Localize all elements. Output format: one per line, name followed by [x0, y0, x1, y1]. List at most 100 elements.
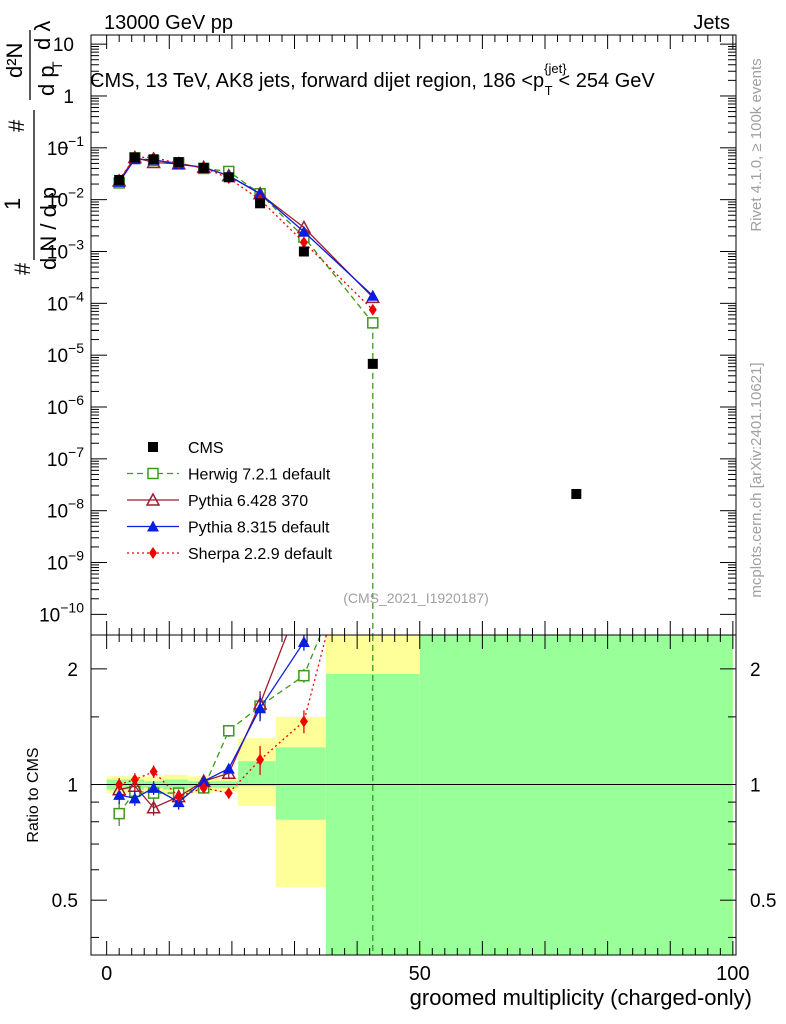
ratio-point-herwig [298, 669, 310, 682]
svg-text:d²N: d²N [2, 43, 27, 78]
ratio-point-pythia6 [146, 800, 161, 814]
data-point-cms [571, 488, 582, 499]
main-plot-marks [111, 149, 582, 635]
header-right: Jets [693, 12, 730, 34]
ratio-y-tick-label-right: 1 [750, 776, 761, 797]
ratio-y-tick-label: 2 [67, 660, 78, 681]
svg-text:d N / d p: d N / d p [36, 187, 61, 270]
ratio-panel: 0.5 0.5 1 1 2 2 0 50 100 [52, 634, 776, 985]
data-point-cms [198, 162, 209, 173]
data-point-sherpa [368, 303, 377, 316]
ratio-point-pythia8 [297, 635, 310, 647]
svg-text:d λ: d λ [30, 21, 55, 50]
plot-title-superscript: {jet} [544, 61, 567, 76]
ratio-plot-frame [90, 634, 737, 956]
y-tick-label: 10−10 [39, 599, 84, 626]
band-green [238, 761, 276, 787]
ratio-point-sherpa [115, 778, 124, 791]
series-line-sherpa [118, 156, 374, 311]
ratio-point-pythia8 [222, 762, 235, 774]
ratio-plot-marks [111, 635, 374, 955]
legend-label-pythia6: Pythia 6.428 370 [188, 493, 308, 510]
main-panel: 10−10 10−9 10−8 10−7 10−6 10−5 10−4 10−3 10−2 10−… [39, 34, 737, 636]
ratio-point-sherpa [199, 781, 208, 794]
svg-text:#: # [4, 119, 29, 132]
header-left: 13000 GeV pp [104, 12, 233, 34]
ratio-point-sherpa [224, 787, 233, 800]
y-tick-label: 10−7 [47, 444, 84, 471]
y-tick-label: 10−1 [47, 133, 84, 160]
svg-text:1: 1 [0, 198, 25, 210]
legend-label-herwig: Herwig 7.2.1 default [188, 467, 331, 484]
ratio-uncertainty-bands [91, 635, 736, 955]
y-tick-label: 10−6 [47, 392, 84, 419]
main-plot-frame [90, 34, 737, 636]
ratio-y-tick-label-right: 0.5 [750, 891, 776, 912]
data-point-sherpa [299, 236, 308, 249]
legend-marker-pythia6 [145, 492, 161, 506]
ratio-point-pythia8 [147, 781, 160, 793]
y-tick-label: 10−4 [47, 288, 84, 315]
y-tick-label: 10 [53, 35, 74, 56]
data-point-cms [298, 246, 309, 257]
legend: CMS Herwig 7.2.1 default Pythia 6.428 370 P… [127, 440, 333, 563]
svg-text:T: T [49, 61, 65, 70]
data-point-cms [367, 358, 378, 369]
ratio-point-herwig [223, 725, 235, 737]
ratio-y-tick-label: 0.5 [52, 891, 78, 912]
data-point-pythia8 [366, 289, 379, 301]
data-point-cms [223, 172, 234, 183]
legend-label-pythia8: Pythia 8.315 default [188, 520, 330, 537]
legend-marker-pythia8 [147, 520, 159, 532]
y-tick-label: 10−2 [47, 185, 84, 212]
svg-text:d p: d p [34, 65, 59, 96]
band-green [419, 635, 733, 955]
x-tick-label: 0 [101, 963, 112, 985]
legend-label-sherpa: Sherpa 2.2.9 default [188, 546, 333, 563]
x-tick-label: 50 [409, 963, 431, 985]
ratio-point-pythia8 [197, 775, 210, 787]
y-tick-label: 10−8 [47, 496, 84, 523]
ratio-point-sherpa [149, 765, 158, 778]
ratio-point-sherpa [130, 773, 139, 786]
svg-text:#: # [10, 262, 35, 275]
data-point-herwig [367, 317, 379, 329]
x-axis-label: groomed multiplicity (charged-only) [410, 985, 752, 1010]
svg-text:T: T [55, 143, 71, 152]
ratio-line-pythia6 [119, 635, 288, 809]
ratio-y-tick-label-right: 2 [750, 660, 761, 681]
plot-title-prefix: CMS, 13 TeV, AK8 jets, forward dijet reg… [90, 70, 544, 92]
data-point-pythia8 [254, 187, 267, 199]
ratio-point-sherpa [299, 715, 308, 728]
rivet-label: Rivet 4.1.0, ≥ 100k events [748, 58, 765, 231]
ratio-axes: 0.5 0.5 1 1 2 2 0 50 100 [52, 635, 776, 985]
data-point-cms [255, 198, 266, 209]
plot-title-suffix: < 254 GeV [559, 70, 656, 92]
legend-marker-cms [148, 442, 158, 452]
data-point-cms [148, 154, 159, 165]
ratio-point-sherpa [256, 753, 265, 766]
legend-marker-herwig [147, 467, 159, 480]
plot-title-subscript: T [545, 83, 553, 98]
ratio-y-tick-label: 1 [67, 776, 78, 797]
series-line-herwig [118, 157, 374, 324]
y-tick-label: 10−5 [47, 340, 84, 367]
x-tick-label: 100 [716, 963, 749, 985]
plot-title: CMS, 13 TeV, AK8 jets, forward dijet reg… [90, 61, 655, 98]
ratio-point-pythia8 [113, 788, 126, 800]
legend-marker-sherpa [149, 547, 157, 559]
main-y-label: # 1 d N / d p T # d p T d λ d²N [0, 21, 71, 275]
ratio-y-label: Ratio to CMS [25, 747, 42, 842]
data-point-pythia8 [297, 225, 310, 237]
ratio-point-sherpa [174, 790, 183, 803]
data-point-cms [114, 174, 125, 185]
y-tick-label: 10−9 [47, 548, 84, 575]
ratio-point-pythia8 [128, 792, 141, 804]
mcplots-label: mcplots.cern.ch [arXiv:2401.10621] [748, 362, 765, 597]
data-point-cms [129, 152, 140, 163]
ratio-series [111, 635, 374, 955]
y-tick-label: 10−3 [47, 236, 84, 263]
main-y-axis: 10−10 10−9 10−8 10−7 10−6 10−5 10−4 10−3 10−2 10−… [39, 35, 736, 635]
data-point-cms [173, 157, 184, 168]
